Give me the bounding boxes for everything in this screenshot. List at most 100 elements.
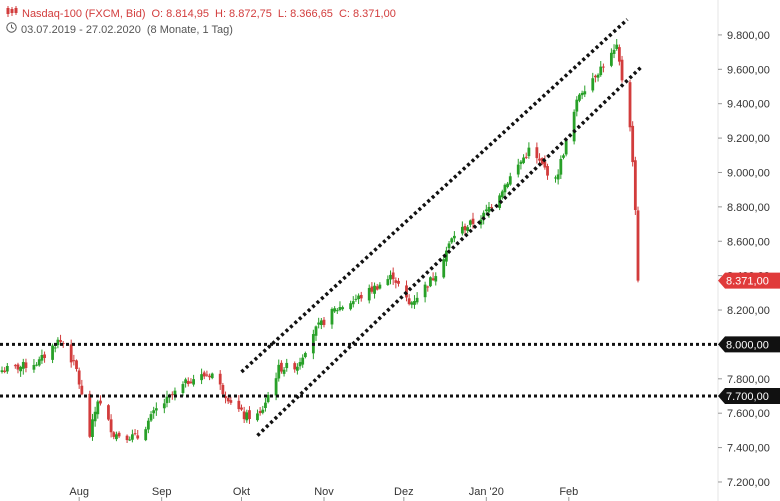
candle-body bbox=[319, 320, 323, 326]
candle-body bbox=[580, 92, 584, 96]
candle-body bbox=[479, 219, 483, 225]
current-price-label: 8.371,00 bbox=[726, 276, 769, 288]
candle-body bbox=[508, 176, 512, 185]
candle-body bbox=[258, 411, 262, 414]
candle-body bbox=[407, 298, 411, 305]
candle-body bbox=[285, 362, 289, 369]
y-tick-label: 7.600,00 bbox=[727, 408, 770, 420]
y-tick-label: 7.800,00 bbox=[727, 374, 770, 386]
candle-body bbox=[540, 158, 544, 164]
candle-body bbox=[572, 111, 576, 142]
period: (8 Monate, 1 Tag) bbox=[146, 24, 233, 36]
candle-body bbox=[527, 147, 531, 157]
x-tick-label: Feb bbox=[559, 486, 578, 498]
candle-body bbox=[5, 365, 9, 372]
candle-body bbox=[617, 47, 621, 62]
candle-body bbox=[3, 370, 7, 372]
y-tick-label: 9.200,00 bbox=[727, 133, 770, 145]
candle-body bbox=[429, 277, 432, 287]
candle-body bbox=[413, 301, 416, 305]
candle-body bbox=[543, 161, 547, 168]
candle-body bbox=[431, 278, 435, 281]
candle-body bbox=[274, 378, 278, 396]
candle-body bbox=[447, 243, 451, 249]
candle-body bbox=[378, 284, 382, 289]
candle-body bbox=[133, 433, 137, 435]
candle-body bbox=[575, 99, 579, 112]
level-badge bbox=[718, 388, 780, 405]
candle-body bbox=[609, 52, 613, 66]
candle-body bbox=[423, 284, 427, 298]
candle-body bbox=[32, 364, 36, 370]
candle-body bbox=[88, 393, 92, 437]
candle-body bbox=[564, 139, 568, 155]
candle-body bbox=[620, 59, 624, 81]
candle-body bbox=[69, 344, 73, 363]
y-tick-label: 7.400,00 bbox=[727, 443, 770, 455]
candle-body bbox=[293, 363, 297, 370]
candle-body bbox=[599, 66, 603, 76]
candle-body bbox=[189, 381, 193, 383]
candle-body bbox=[165, 396, 169, 404]
candle-body bbox=[591, 78, 595, 91]
candle-body bbox=[173, 390, 177, 395]
candle-body bbox=[554, 177, 557, 179]
candle-body bbox=[19, 366, 23, 372]
candle-body bbox=[277, 364, 281, 379]
candle-body bbox=[237, 400, 241, 410]
candle-body bbox=[112, 432, 116, 437]
candle-body bbox=[466, 227, 470, 231]
candle-body bbox=[130, 434, 134, 440]
candle-body bbox=[125, 435, 129, 441]
candle-body bbox=[208, 375, 211, 378]
candle-body bbox=[61, 343, 65, 345]
candle-body bbox=[463, 225, 467, 231]
candle-body bbox=[0, 370, 4, 373]
candle-body bbox=[226, 397, 230, 402]
close-value: C: 8.371,00 bbox=[338, 8, 396, 20]
candlestick-icon bbox=[6, 6, 18, 20]
level-badge bbox=[718, 336, 780, 353]
candle-body bbox=[594, 75, 597, 78]
candle-body bbox=[107, 405, 110, 420]
candle-body bbox=[389, 274, 392, 280]
candle-body bbox=[394, 280, 398, 283]
candle-body bbox=[359, 294, 363, 299]
level-badge-label: 8.000,00 bbox=[726, 339, 769, 351]
candle-body bbox=[487, 206, 491, 212]
candle-body bbox=[426, 286, 430, 288]
candle-body bbox=[80, 385, 84, 395]
candle-body bbox=[154, 408, 158, 411]
y-tick-label: 9.600,00 bbox=[727, 64, 770, 76]
chart-header: Nasdaq-100 (FXCM, Bid) O: 8.814,95 H: 8.87… bbox=[6, 6, 402, 20]
candle-body bbox=[349, 303, 353, 310]
candle-body bbox=[583, 91, 587, 95]
candle-body bbox=[295, 366, 299, 371]
candle-body bbox=[192, 379, 195, 385]
candle-body bbox=[200, 374, 203, 381]
candle-body bbox=[314, 326, 318, 336]
candle-body bbox=[602, 66, 605, 68]
candle-body bbox=[546, 166, 549, 176]
candle-body bbox=[375, 286, 379, 290]
candle-body bbox=[266, 394, 270, 403]
candle-body bbox=[186, 380, 190, 385]
candle-body bbox=[503, 184, 507, 193]
candle-body bbox=[524, 156, 528, 158]
candle-body bbox=[144, 429, 148, 441]
candle-body bbox=[410, 302, 414, 305]
open-value: O: 8.814,95 bbox=[151, 8, 210, 20]
candle-body bbox=[184, 379, 188, 384]
high-value: H: 8.872,75 bbox=[215, 8, 272, 20]
x-tick-label: Dez bbox=[394, 486, 414, 498]
candle-body bbox=[415, 297, 419, 303]
candle-body bbox=[452, 235, 456, 239]
candle-body bbox=[373, 285, 376, 294]
candle-body bbox=[256, 413, 259, 421]
candle-body bbox=[516, 164, 520, 175]
candle-body bbox=[490, 207, 494, 209]
candle-body bbox=[367, 287, 371, 301]
candle-body bbox=[210, 373, 214, 379]
candle-body bbox=[218, 373, 222, 385]
